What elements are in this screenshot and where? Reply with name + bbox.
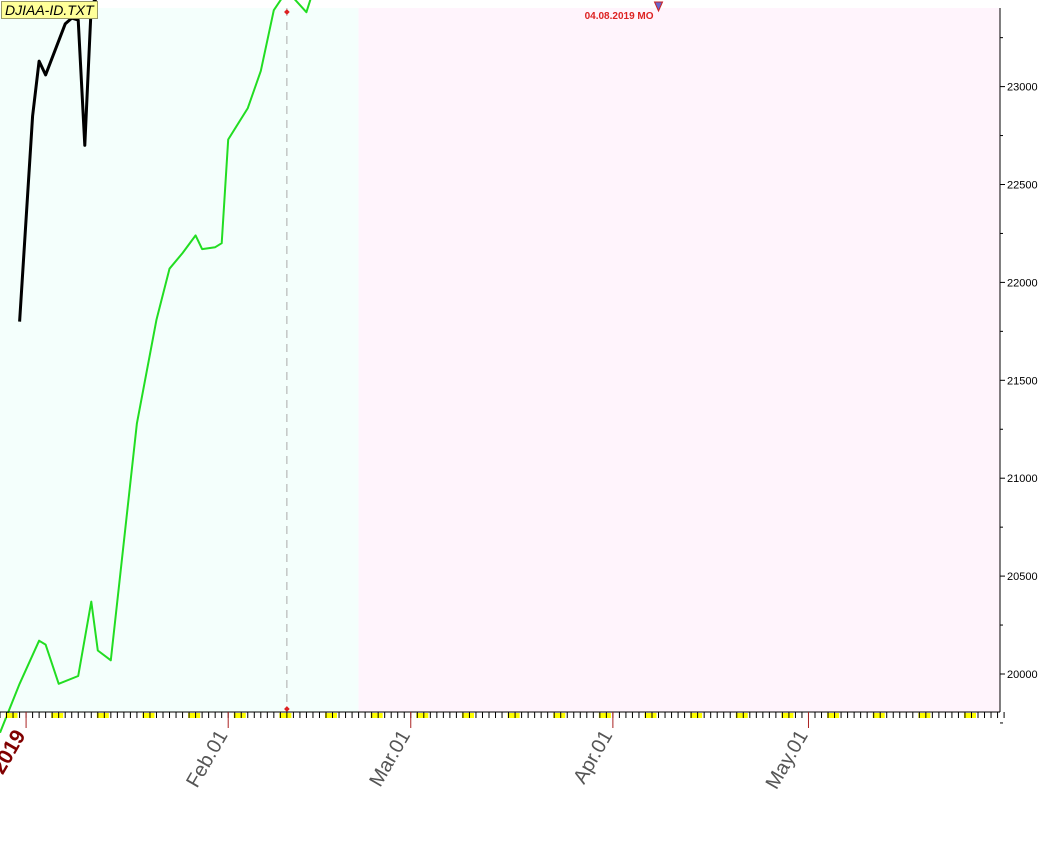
y-tick-label: 20000 (1007, 669, 1038, 681)
weekend-marker (51, 713, 64, 718)
x-month-label: Feb.01 (182, 727, 232, 792)
y-tick-label: 22000 (1007, 277, 1038, 289)
price-series-line (18, 0, 98, 322)
y-tick-label: 21500 (1007, 375, 1038, 387)
weekend-marker (735, 713, 748, 718)
date-marker-arrow (653, 1, 664, 13)
forecast-region (358, 8, 1001, 712)
weekend-marker (233, 713, 246, 718)
weekend-marker (598, 713, 611, 718)
weekend-marker (781, 713, 794, 718)
forecast-series-line (0, 0, 312, 734)
y-tick-label: 23000 (1007, 82, 1038, 94)
weekend-marker (918, 713, 931, 718)
weekend-marker (370, 713, 383, 718)
weekend-marker (507, 713, 520, 718)
weekend-marker (644, 713, 657, 718)
y-tick-label: 22500 (1007, 180, 1038, 192)
weekend-marker (96, 713, 109, 718)
weekend-marker (827, 713, 840, 718)
x-month-label: May.01 (762, 727, 813, 794)
y-tick-label: 20500 (1007, 571, 1038, 583)
x-month-label: Mar.01 (365, 727, 415, 791)
file-title: DJIAA-ID.TXT (1, 1, 98, 19)
weekend-marker (872, 713, 885, 718)
weekend-marker (963, 713, 976, 718)
weekend-marker (142, 713, 155, 718)
date-marker-label: 04.08.2019 MO (585, 11, 654, 22)
weekend-marker (553, 713, 566, 718)
bottom-marker (284, 706, 290, 712)
weekend-marker (5, 713, 18, 718)
history-region (0, 8, 359, 712)
weekend-marker (279, 713, 292, 718)
x-year-label: 2019 (0, 726, 30, 778)
weekend-marker (416, 713, 429, 718)
weekend-marker (690, 713, 703, 718)
x-month-label: Apr.01 (569, 727, 617, 788)
weekend-marker (325, 713, 338, 718)
weekend-marker (461, 713, 474, 718)
weekend-marker (188, 713, 201, 718)
y-tick-label: 21000 (1007, 473, 1038, 485)
